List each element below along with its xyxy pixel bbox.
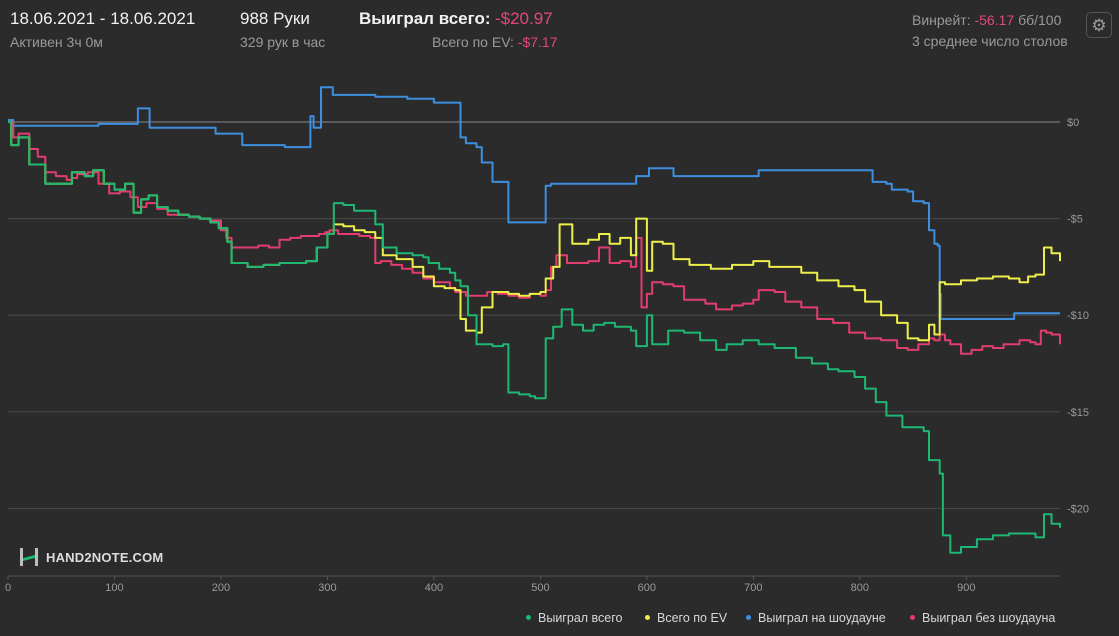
legend-item-ev[interactable]: Всего по EV [645, 611, 727, 625]
x-tick-label: 200 [212, 582, 230, 594]
x-tick-label: 0 [5, 582, 11, 594]
legend-item-won-total[interactable]: Выиграл всего [526, 611, 622, 625]
legend-label: Выиграл без шоудауна [922, 611, 1056, 625]
winrate-label: Винрейт: [912, 12, 971, 28]
legend-label: Всего по EV [657, 611, 728, 625]
x-tick-label: 700 [744, 582, 762, 594]
legend-dot [645, 615, 650, 621]
date-range: 18.06.2021 - 18.06.2021 [10, 9, 196, 28]
gear-icon: ⚙ [1091, 15, 1107, 35]
x-tick-label: 600 [638, 582, 656, 594]
x-tick-label: 800 [851, 582, 869, 594]
legend-label: Выиграл всего [538, 611, 623, 625]
active-time: Активен 3ч 0м [10, 34, 103, 50]
series-line-0 [8, 121, 1061, 554]
won-total-label: Выиграл всего: [359, 9, 491, 28]
legend-dot [746, 615, 751, 621]
legend-label: Выиграл на шоудауне [758, 611, 886, 625]
ev-total-label: Всего по EV: [432, 34, 514, 50]
x-tick-label: 100 [105, 582, 123, 594]
ev-total-value: -$7.17 [517, 34, 558, 50]
legend-item-non-showdown[interactable]: Выиграл без шоудауна [910, 611, 1055, 625]
hand2note-logo: HAND2NOTE.COM [18, 546, 163, 568]
legend-dot [526, 615, 531, 621]
won-total-value: -$20.97 [494, 9, 553, 28]
won-total: Выиграл всего: -$20.97 [359, 9, 553, 29]
y-tick-label: -$20 [1067, 503, 1089, 515]
y-tick-label: -$5 [1067, 214, 1083, 226]
x-tick-label: 900 [957, 582, 975, 594]
winrate: Винрейт: -56.17 бб/100 [912, 12, 1061, 28]
hands-per-hour: 329 рук в час [240, 34, 326, 50]
legend-item-showdown[interactable]: Выиграл на шоудауне [746, 611, 886, 625]
ev-total: Всего по EV: -$7.17 [432, 34, 558, 50]
y-tick-label: -$10 [1067, 310, 1089, 322]
x-tick-label: 300 [318, 582, 336, 594]
h2n-logo-icon [20, 548, 38, 566]
legend-dot [910, 615, 915, 621]
winrate-value: -56.17 [974, 12, 1015, 28]
settings-button[interactable]: ⚙ [1086, 12, 1112, 38]
x-tick-label: 500 [531, 582, 549, 594]
logo-text: HAND2NOTE.COM [46, 549, 164, 565]
series-line-2 [8, 86, 1060, 320]
series-line-1 [8, 121, 1061, 342]
winrate-unit: бб/100 [1018, 12, 1062, 28]
x-tick-label: 400 [425, 582, 443, 594]
y-tick-label: $0 [1067, 117, 1079, 129]
hands-count: 988 Руки [240, 9, 310, 28]
avg-tables: 3 среднее число столов [912, 33, 1068, 49]
series-line-3 [8, 121, 1061, 355]
y-tick-label: -$15 [1067, 407, 1089, 419]
